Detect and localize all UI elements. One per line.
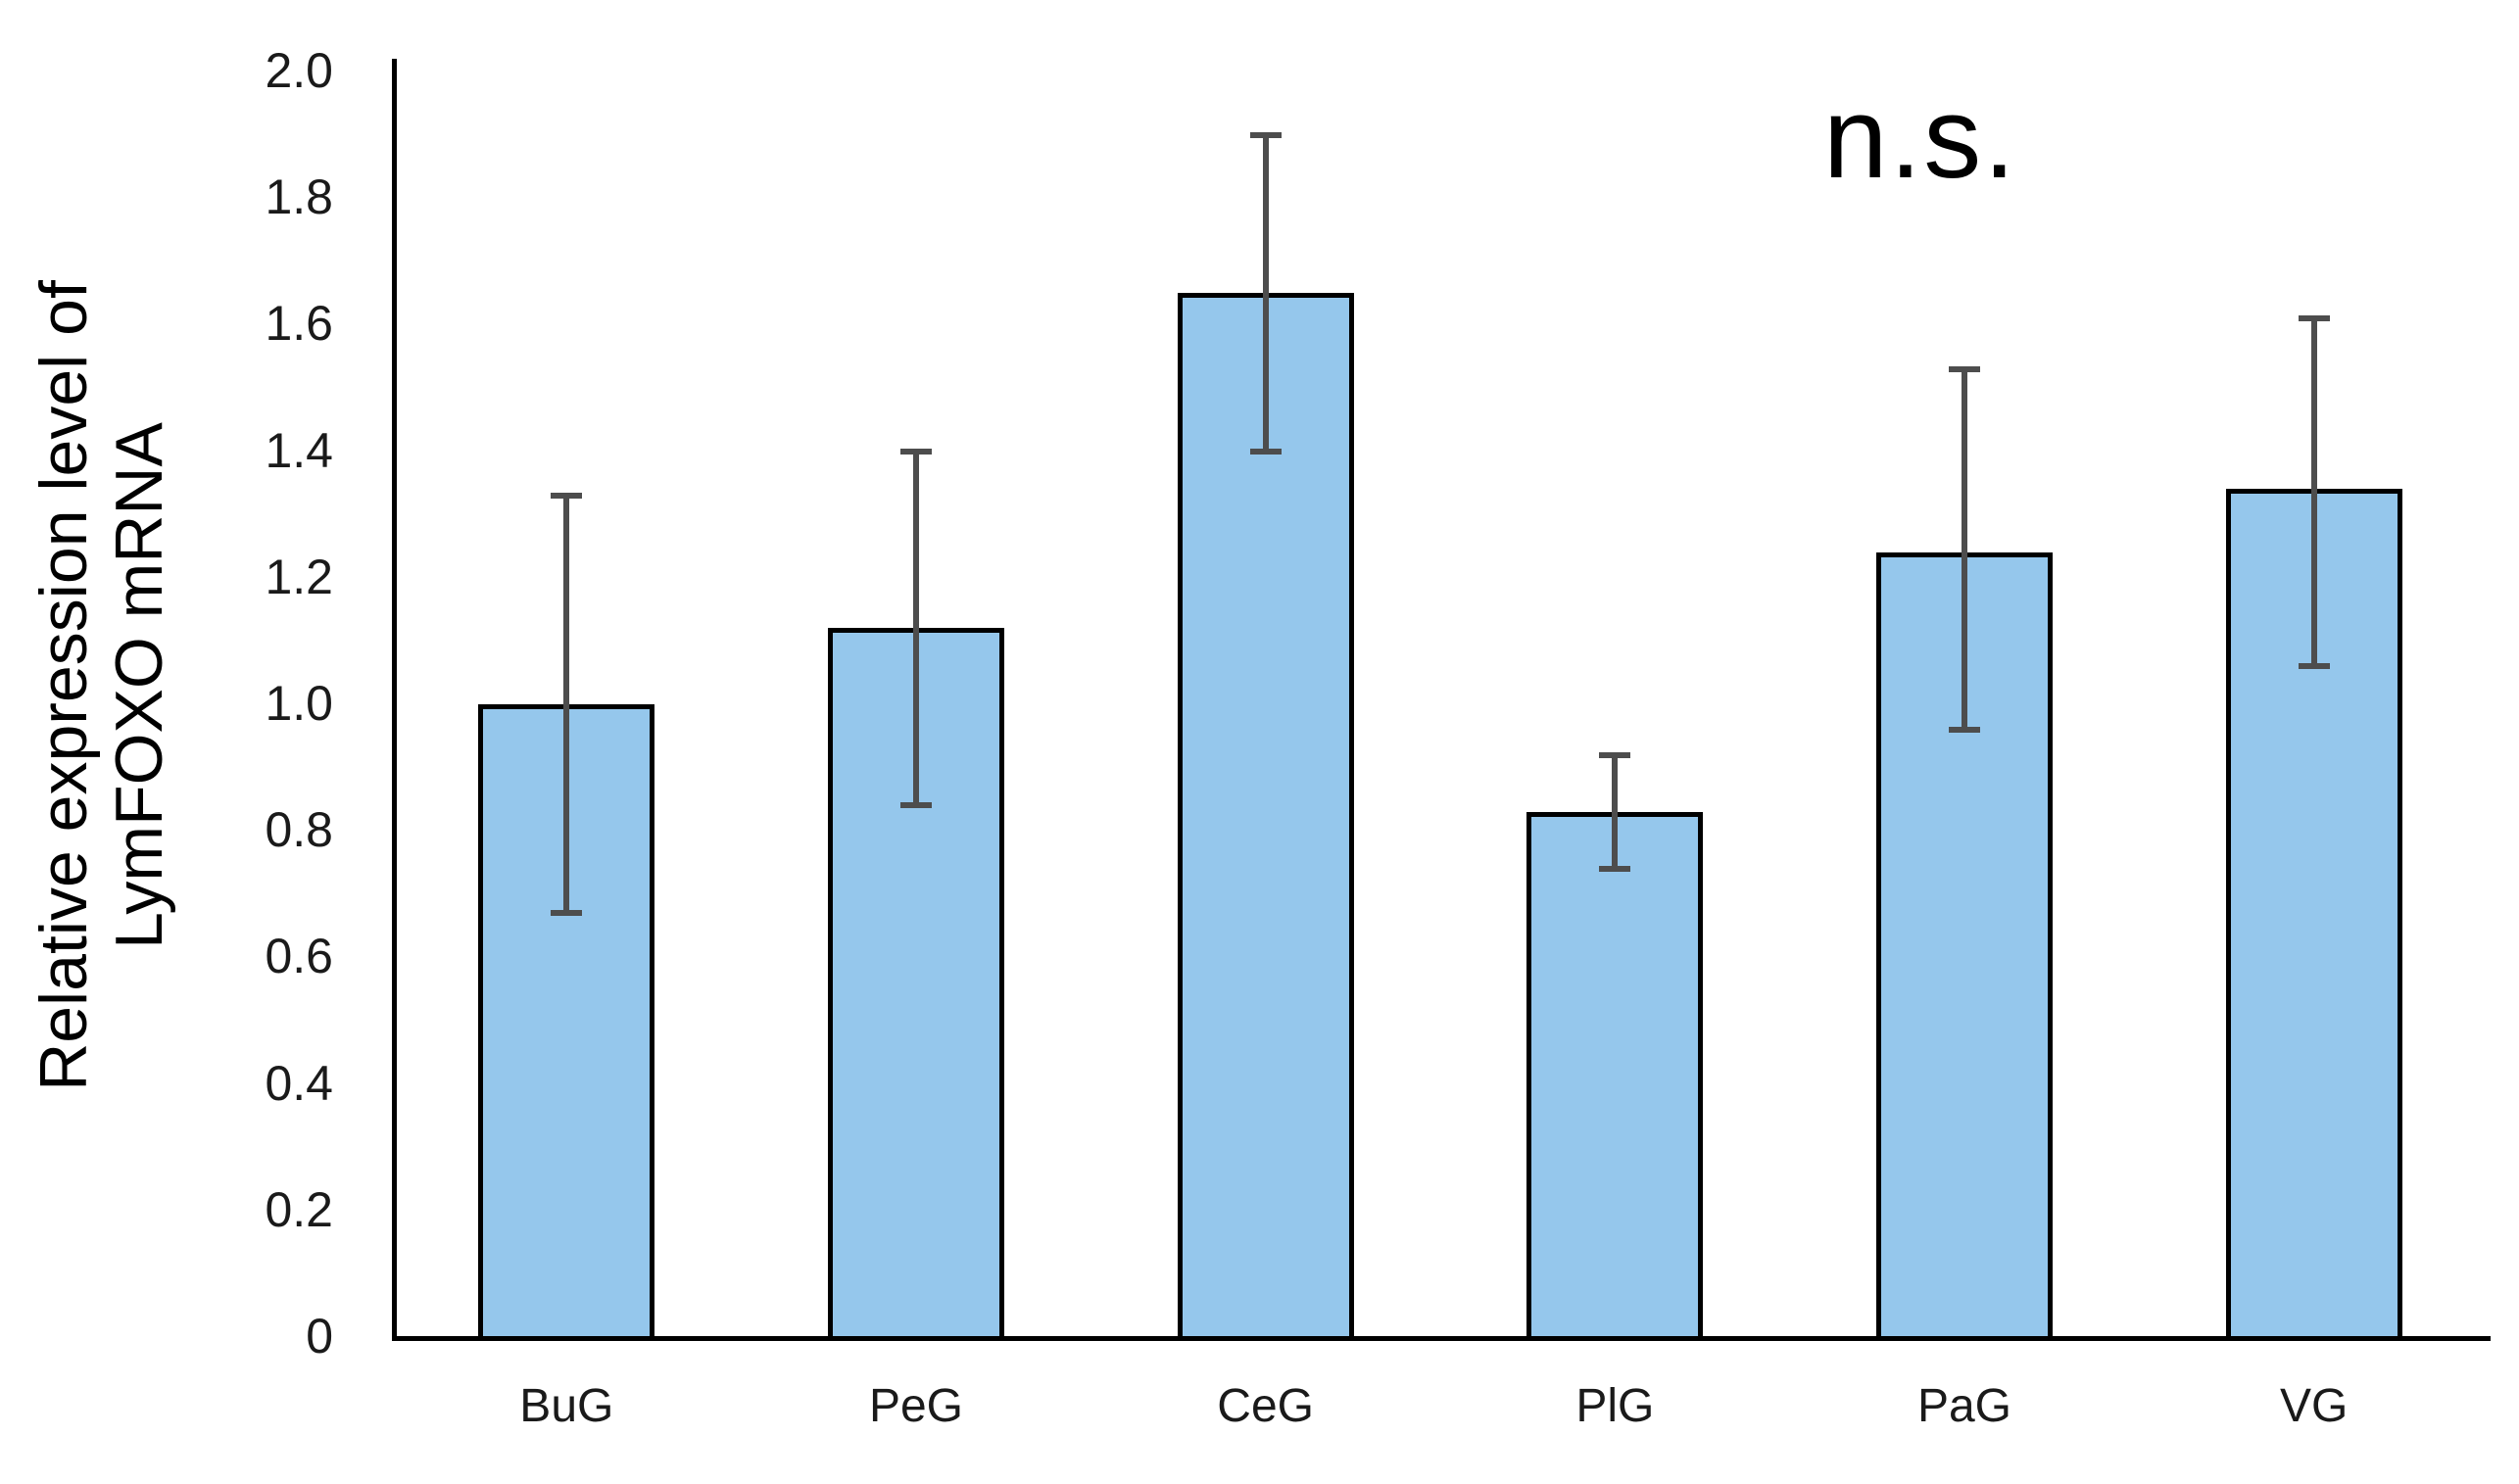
x-category-label-BuG: BuG <box>519 1380 614 1432</box>
x-category-label-VG: VG <box>2279 1380 2349 1432</box>
error-bar-bottom-cap-PeG <box>900 802 932 809</box>
y-tick-label: 0.4 <box>265 1055 333 1111</box>
y-tick-label: 1.8 <box>265 169 333 225</box>
error-bar-PaG <box>1962 368 1967 730</box>
bar-PeG <box>828 628 1004 1341</box>
error-bar-bottom-cap-CeG <box>1249 448 1282 455</box>
error-bar-VG <box>2310 317 2317 667</box>
x-axis-line <box>392 1336 2491 1341</box>
error-bar-bottom-cap-BuG <box>551 910 583 917</box>
y-tick-label: 0.6 <box>265 929 333 984</box>
error-bar-bottom-cap-PlG <box>1599 865 1631 872</box>
error-bar-top-cap-CeG <box>1249 131 1282 138</box>
error-bar-PlG <box>1612 754 1619 869</box>
y-tick-label: 1.6 <box>265 296 333 352</box>
error-bar-bottom-cap-PaG <box>1949 726 1980 733</box>
error-bar-PeG <box>913 451 919 806</box>
x-category-label-PaG: PaG <box>1916 1380 2012 1432</box>
bar-PlG <box>1526 811 1704 1341</box>
y-axis-line <box>392 59 397 1341</box>
error-bar-BuG <box>563 495 570 914</box>
y-tick-label: 1.0 <box>265 675 333 731</box>
error-bar-top-cap-VG <box>2298 314 2330 321</box>
y-tick-label: 2.0 <box>265 42 333 98</box>
x-category-label-PlG: PlG <box>1575 1380 1655 1432</box>
error-bar-bottom-cap-VG <box>2298 663 2330 670</box>
bar-BuG <box>478 704 655 1341</box>
y-axis-title-line1: Relative expression level of <box>26 280 101 1091</box>
significance-annotation: n.s. <box>1822 73 2018 203</box>
error-bar-top-cap-BuG <box>551 492 583 499</box>
y-tick-label: 0.8 <box>265 802 333 858</box>
x-category-label-PeG: PeG <box>868 1380 964 1432</box>
error-bar-CeG <box>1262 134 1269 452</box>
error-bar-top-cap-PlG <box>1599 751 1631 758</box>
y-tick-label: 0.2 <box>265 1181 333 1237</box>
error-bar-top-cap-PeG <box>900 448 932 455</box>
y-tick-label: 0 <box>306 1308 333 1364</box>
y-tick-label: 1.4 <box>265 422 333 478</box>
y-tick-label: 1.2 <box>265 549 333 604</box>
error-bar-top-cap-PaG <box>1949 365 1980 372</box>
x-category-label-CeG: CeG <box>1217 1380 1314 1432</box>
